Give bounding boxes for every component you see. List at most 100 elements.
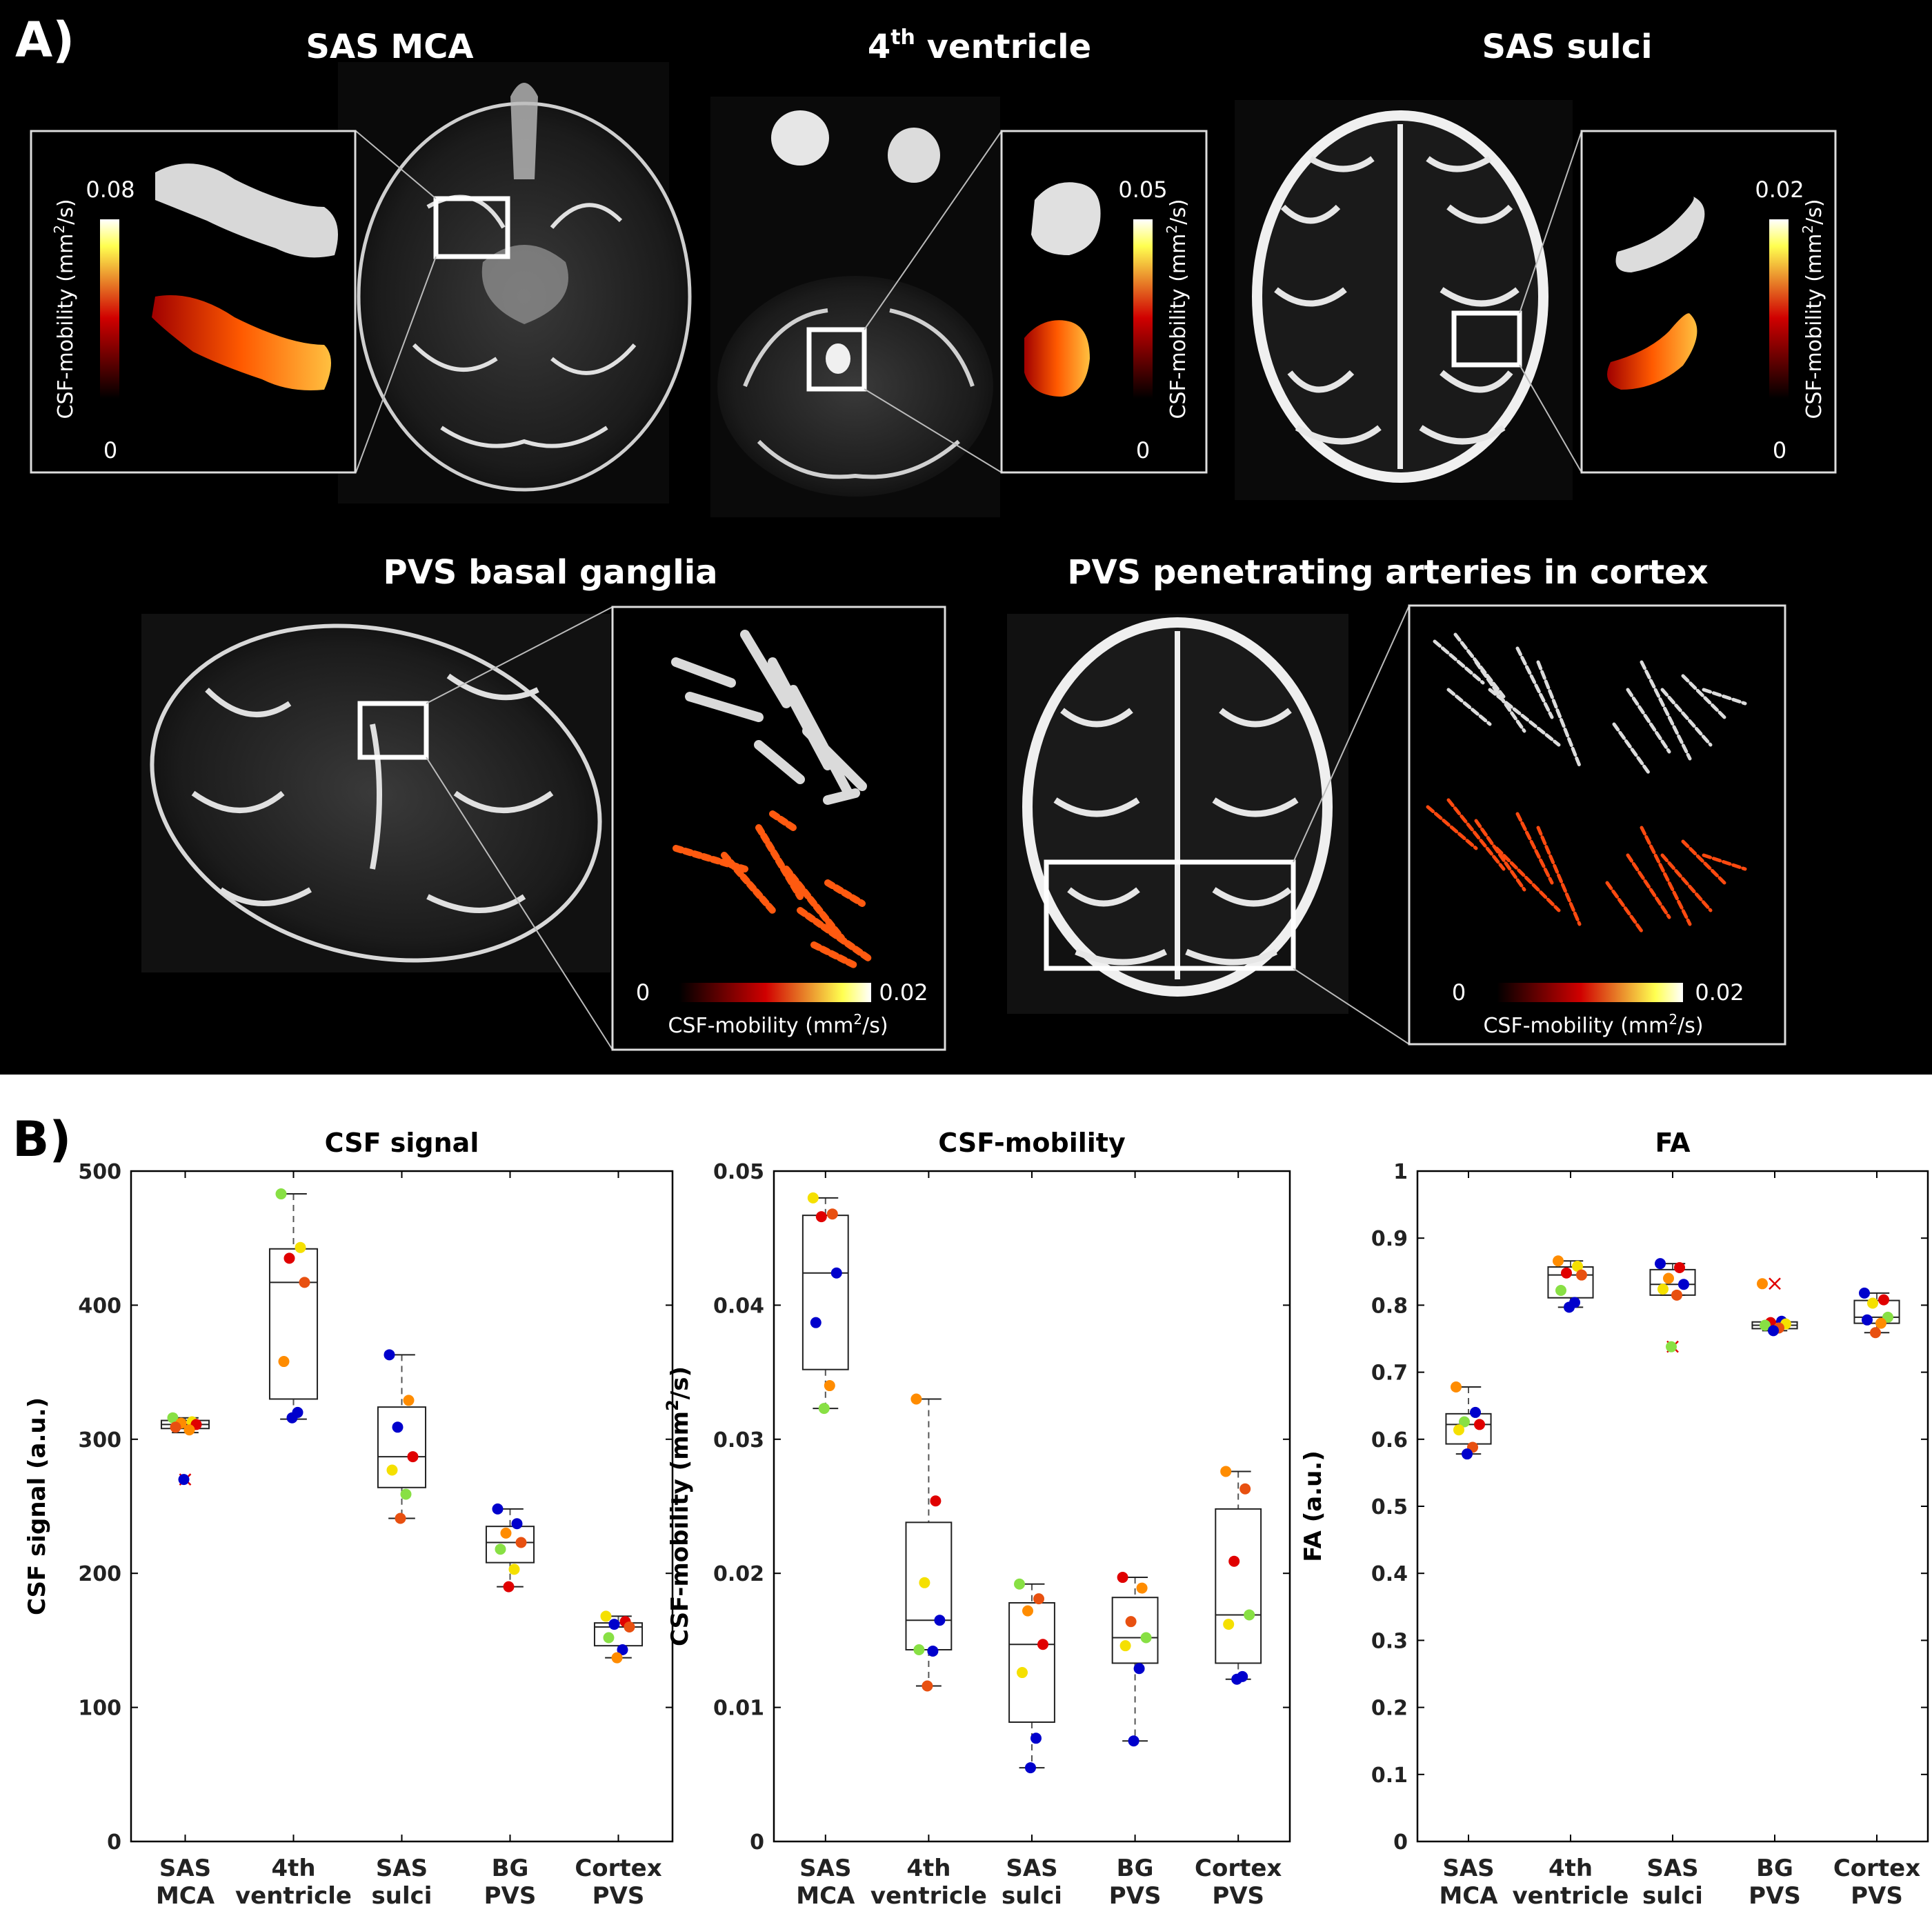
data-point: [1674, 1261, 1685, 1273]
title-sas-mca: SAS MCA: [306, 28, 473, 66]
data-point: [1655, 1258, 1666, 1270]
data-point: [1666, 1341, 1677, 1352]
data-point: [286, 1412, 298, 1424]
y-tick-label: 0.4: [1371, 1562, 1408, 1586]
data-point: [922, 1680, 933, 1692]
data-point: [815, 1211, 827, 1223]
y-tick-label: 300: [78, 1428, 121, 1452]
x-tick-label: MCA: [1439, 1882, 1498, 1910]
data-point: [1140, 1632, 1152, 1644]
data-point: [1244, 1609, 1255, 1621]
axes-frame: [1416, 1170, 1929, 1843]
x-tick-label: ventricle: [235, 1882, 352, 1910]
x-tick-label: SAS: [376, 1855, 428, 1882]
x-tick-label: 4th: [271, 1855, 315, 1882]
zoom-line: [1293, 968, 1410, 1045]
y-tick-label: 0.02: [713, 1562, 764, 1586]
data-point: [1119, 1640, 1131, 1652]
x-tick-label: SAS: [799, 1855, 851, 1882]
x-tick-label: SAS: [1442, 1855, 1494, 1882]
x-tick-label: PVS: [1851, 1882, 1903, 1910]
y-tick-label: 0.3: [1371, 1629, 1408, 1653]
colorbar-min-sas-mca: 0: [103, 437, 117, 463]
data-point: [603, 1632, 615, 1644]
y-tick-label: 400: [78, 1294, 121, 1318]
data-point: [1231, 1673, 1243, 1685]
data-point: [1859, 1287, 1870, 1299]
x-tick-label: 4th: [1548, 1855, 1593, 1882]
data-point: [183, 1424, 195, 1436]
data-point: [283, 1252, 295, 1264]
brain-image-pvs-cortex: [1007, 614, 1348, 1014]
chart-title: FA: [1655, 1128, 1691, 1158]
y-tick-label: 0.1: [1371, 1764, 1408, 1788]
y-axis-label-part: CSF-mobility (mm: [666, 1411, 694, 1646]
title-4th-sup: th: [890, 26, 915, 50]
x-tick-label: Cortex: [575, 1855, 661, 1882]
data-point: [275, 1188, 287, 1200]
colorbar-label-sulci: CSF-mobility (mm2/s): [1800, 199, 1826, 419]
zoom-line: [1519, 130, 1582, 314]
outlier-marker: [1769, 1277, 1781, 1290]
zoom-line: [426, 606, 613, 704]
y-axis-label: CSF signal (a.u.): [23, 1397, 51, 1615]
panel-a-label: A): [15, 12, 74, 68]
x-tick-label: sulci: [1002, 1882, 1062, 1910]
y-tick-label: 1: [1393, 1160, 1408, 1184]
title-pvs-basal-ganglia: PVS basal ganglia: [383, 553, 717, 592]
x-tick-label: SAS: [1006, 1855, 1057, 1882]
data-point: [919, 1577, 930, 1588]
data-point: [1451, 1381, 1462, 1392]
data-point: [810, 1317, 821, 1328]
panel-b-label: B): [12, 1111, 71, 1168]
y-tick-label: 0.5: [1371, 1495, 1408, 1519]
colorbar-label-4th: CSF-mobility (mm2/s): [1164, 199, 1191, 419]
data-point: [930, 1495, 942, 1507]
x-tick-label: PVS: [592, 1882, 645, 1910]
data-point: [1014, 1578, 1025, 1590]
colorbar-min-bg: 0: [636, 979, 650, 1006]
data-point: [1220, 1466, 1232, 1477]
panel-a-svg: A) SAS MCA 4th ventricle SAS sulci PVS b…: [15, 12, 1837, 1051]
data-point: [1870, 1327, 1881, 1339]
panel-a-mri: A) SAS MCA 4th ventricle SAS sulci PVS b…: [0, 0, 1932, 1075]
x-tick-label: SAS: [1646, 1855, 1698, 1882]
data-point: [407, 1451, 419, 1463]
data-point: [818, 1403, 830, 1415]
box: [1547, 1266, 1594, 1299]
x-tick-label: PVS: [484, 1882, 537, 1910]
y-axis-label: FA (a.u.): [1299, 1450, 1327, 1562]
y-tick-label: 0.03: [713, 1428, 764, 1452]
data-point: [500, 1527, 512, 1539]
x-tick-label: Cortex: [1195, 1855, 1282, 1882]
data-point: [910, 1393, 922, 1405]
data-point: [1760, 1319, 1771, 1331]
data-point: [1453, 1424, 1464, 1436]
x-tick-label: PVS: [1749, 1882, 1801, 1910]
x-tick-label: BG: [1117, 1855, 1154, 1882]
x-tick-label: BG: [1756, 1855, 1793, 1882]
data-point: [392, 1421, 404, 1433]
data-point: [608, 1619, 620, 1630]
data-point: [1671, 1289, 1682, 1301]
zoom-line: [355, 130, 437, 199]
data-point: [1030, 1733, 1042, 1744]
data-point: [826, 1208, 838, 1220]
box: [485, 1526, 535, 1564]
chart-csf-mobility: CSF-mobility 0 0.01 0.02 0.03 0.04 0.05 CSF-mob…: [663, 1128, 1291, 1910]
data-point: [511, 1518, 523, 1530]
box: [801, 1215, 849, 1370]
title-pvs-cortex: PVS penetrating arteries in cortex: [1067, 553, 1708, 592]
data-point: [1576, 1269, 1587, 1281]
box: [377, 1406, 427, 1488]
data-point: [403, 1395, 415, 1406]
data-point: [508, 1564, 520, 1575]
brain-image-sas-sulci: [1235, 100, 1573, 500]
y-tick-label: 0.8: [1371, 1294, 1408, 1318]
data-point: [1459, 1416, 1470, 1428]
data-point: [617, 1644, 628, 1656]
x-tick-label: SAS: [159, 1855, 211, 1882]
brain-image-pvs-basal-ganglia: [141, 614, 610, 972]
data-point: [1025, 1762, 1036, 1774]
chart-csf-signal: CSF signal 0 100 200 300 400 500 CSF signal (a.…: [23, 1128, 674, 1910]
